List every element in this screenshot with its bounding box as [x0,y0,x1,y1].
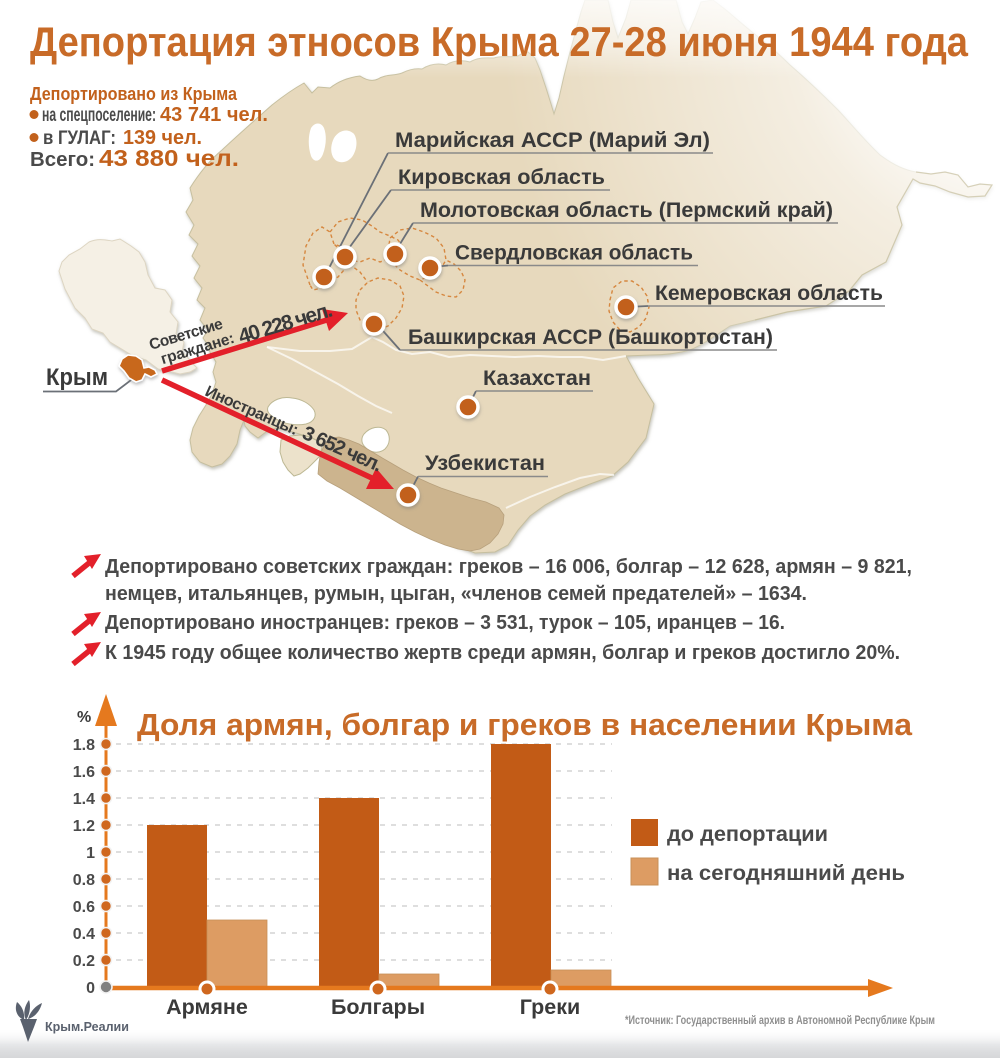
svg-text:Крым: Крым [46,364,108,391]
svg-text:Свердловская область: Свердловская область [455,242,693,265]
svg-text:Депортировано из Крыма: Депортировано из Крыма [30,84,238,104]
svg-text:Казахстан: Казахстан [483,367,591,390]
svg-text:%: % [77,709,91,726]
svg-text:Доля армян, болгар и греков в: Доля армян, болгар и греков в населении … [137,707,913,742]
svg-text:Греки: Греки [520,995,580,1019]
svg-text:Молотовская область (Пермский: Молотовская область (Пермский край) [420,199,833,222]
svg-text:0.6: 0.6 [73,899,95,916]
svg-text:Крым.Реалии: Крым.Реалии [45,1020,129,1034]
svg-text:0.2: 0.2 [73,953,95,970]
svg-text:1.2: 1.2 [73,818,95,835]
svg-text:Депортировано советских гражда: Депортировано советских граждан: греков … [105,556,912,578]
svg-text:43 880 чел.: 43 880 чел. [99,145,239,171]
svg-text:Башкирская АССР (Башкортостан): Башкирская АССР (Башкортостан) [408,326,773,349]
svg-text:0: 0 [86,980,95,997]
svg-text:*Источник: Государственный арх: *Источник: Государственный архив в Автон… [625,1015,935,1027]
svg-text:1.8: 1.8 [73,737,95,754]
svg-text:Марийская АССР (Марий Эл): Марийская АССР (Марий Эл) [395,129,710,152]
svg-text:1.6: 1.6 [73,764,95,781]
svg-text:Узбекистан: Узбекистан [425,452,545,475]
svg-text:Депортировано иностранцев: гре: Депортировано иностранцев: греков – 3 53… [105,612,785,634]
svg-text:43 741 чел.: 43 741 чел. [160,104,268,126]
svg-text:0.8: 0.8 [73,872,95,889]
svg-text:139 чел.: 139 чел. [123,127,202,149]
svg-text:немцев, итальянцев, румын, цыг: немцев, итальянцев, румын, цыган, «члено… [105,583,807,605]
svg-text:К 1945 году общее количество ж: К 1945 году общее количество жертв среди… [105,642,900,664]
svg-text:до депортации: до депортации [667,823,828,846]
svg-text:Кировская область: Кировская область [398,166,605,189]
svg-text:Болгары: Болгары [331,995,425,1019]
svg-text:1: 1 [86,845,95,862]
svg-text:на спецпоселение:: на спецпоселение: [42,105,156,126]
svg-text:Армяне: Армяне [166,995,248,1019]
svg-text:на сегодняшний день: на сегодняшний день [667,862,905,885]
svg-text:Кемеровская область: Кемеровская область [655,282,883,305]
svg-text:Всего:: Всего: [30,149,95,171]
svg-text:0.4: 0.4 [73,926,95,943]
svg-text:Депортация этносов Крыма 27-28: Депортация этносов Крыма 27-28 июня 1944… [30,18,969,65]
svg-text:1.4: 1.4 [73,791,95,808]
svg-text:в ГУЛАГ:: в ГУЛАГ: [43,128,116,149]
